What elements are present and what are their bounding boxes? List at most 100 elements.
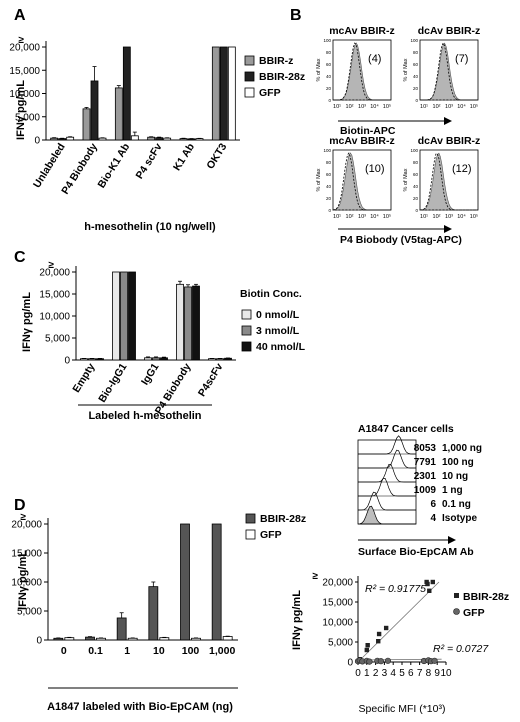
panel-b-hist-xtick: 10⁵ [470, 213, 478, 220]
A-y-ge-label: ≥ [19, 35, 25, 46]
A-y-tick-label: 20,000 [9, 43, 40, 54]
A-bar [163, 137, 172, 141]
D-legend-label: GFP [260, 529, 282, 541]
C-legend-label: 3 nmol/L [256, 325, 300, 337]
scatter-y-ge-label: ≥ [313, 571, 319, 582]
panel-b: B mcAv BBIR-z (4) % of Max 0 20 40 60 80 100 10¹ 1… [290, 7, 480, 246]
scatter-legend-label: GFP [463, 607, 485, 619]
C-bar [208, 358, 216, 361]
C-bar [160, 357, 168, 361]
C-legend-swatch [241, 341, 252, 352]
cancer-row-mfi: 1009 [414, 485, 437, 496]
scatter-fit-bbir [357, 581, 440, 663]
A-bar [82, 108, 91, 141]
panel-b-hist-ytick: 100 [323, 148, 331, 153]
cancer-row-label: 1 ng [442, 485, 463, 496]
panel-d-xlabel: A1847 labeled with Bio-EpCAM (ng) [47, 701, 233, 713]
scatter-point-gfp [431, 657, 438, 664]
panel-b-hist-ytick: 40 [326, 74, 332, 79]
panel-b-hist-xtick: 10⁵ [383, 213, 391, 220]
A-legend-swatch [244, 87, 255, 98]
C-bar [152, 357, 160, 361]
panel-b-hist-ytick: 100 [323, 38, 331, 43]
panel-b-hist-xtick: 10⁴ [457, 103, 466, 110]
scatter-x-tick-label: 7 [417, 668, 423, 679]
C-bar [120, 271, 128, 361]
scatter-legend: BBIR-28z GFP [453, 591, 509, 619]
A-bar [122, 46, 131, 141]
panel-b-hist-control [332, 152, 391, 211]
cancer-row-label: 100 ng [442, 457, 474, 468]
D-bar [180, 523, 190, 641]
panel-b-hist-ytick: 60 [413, 62, 419, 67]
A-bar [98, 137, 107, 141]
C-bar [80, 358, 88, 361]
panel-b-top-xlabel: Biotin-APC [340, 125, 396, 137]
C-y-tick-label: 5,000 [45, 334, 70, 345]
panel-b-hist-ytick: 0 [328, 98, 331, 103]
panel-c-letter: C [14, 249, 26, 266]
scatter-legend-marker [454, 593, 459, 598]
panel-b-hist-control [333, 42, 391, 101]
panel-b-hist-xtick: 10¹ [333, 104, 341, 110]
panel-b-hist-title: mcAv BBIR-z [329, 25, 395, 37]
panel-b-hist-ytick: 20 [326, 86, 332, 91]
D-bar [211, 523, 222, 641]
panel-b-hist-ytick: 20 [413, 196, 419, 201]
panel-b-hist-ytick: 80 [413, 50, 419, 55]
A-bar [114, 87, 123, 141]
C-category-label: IgG1 [139, 361, 162, 387]
panel-b-hist-control [420, 42, 478, 101]
panel-a: A IFNγ pg/mL 0 5,000 10,000 15,000 20,000≥ U… [9, 7, 305, 233]
scatter-ylabel: IFNγ pg/mL [291, 590, 303, 650]
cancer-row-mfi: 8053 [414, 443, 437, 454]
scatter-x-tick-label: 2 [373, 668, 379, 679]
scatter-point-bbir [427, 588, 432, 593]
D-y-tick-label: 15,000 [11, 549, 42, 560]
C-bar [216, 358, 224, 361]
scatter-axes: 0 5,000 10,000 15,000 20,000≥0 1 2 3 4 5 6 7 8 9 10 [313, 571, 452, 679]
C-category-label: Empty [70, 361, 97, 395]
A-bar [211, 46, 220, 141]
panel-b-hist-xtick: 10¹ [420, 214, 428, 220]
A-bar [219, 46, 228, 141]
panel-a-xlabel: h-mesothelin (10 ng/well) [84, 221, 216, 233]
D-category-label: 0.1 [88, 645, 103, 657]
C-category-label: Bio-IgG1 [96, 361, 129, 405]
A-bar [50, 137, 59, 141]
scatter-point-gfp [366, 658, 373, 665]
A-legend-swatch [244, 71, 255, 82]
A-bar [58, 138, 67, 141]
panel-c-ylabel: IFNγ pg/mL [21, 292, 33, 352]
cancer-row-label: Isotype [442, 513, 477, 524]
panel-b-hist-value: (12) [452, 163, 472, 175]
D-category-label: 0 [61, 645, 67, 657]
A-y-tick-label: 15,000 [9, 66, 40, 77]
scatter-x-tick-label: 0 [355, 668, 361, 679]
panel-a-bars [50, 46, 236, 141]
panel-b-hist-ytick: 80 [413, 160, 419, 165]
panel-c-xlabel: Labeled h-mesothelin [88, 410, 201, 422]
scatter-y-tick-label: 5,000 [328, 638, 353, 649]
D-y-tick-label: 20,000 [11, 520, 42, 531]
cancer-xlabel: Surface Bio-EpCAM Ab [358, 546, 474, 558]
cancer-row-mfi: 6 [430, 499, 436, 510]
cancer-arrowhead [448, 536, 456, 544]
A-category-label: K1 Ab [171, 141, 197, 173]
panel-b-hist-xtick: 10³ [445, 104, 453, 110]
D-bar [127, 637, 138, 641]
cancer-cells-panel: A1847 Cancer cells 8053 1,000 ng 7791 100 n… [357, 423, 482, 558]
panel-b-hist-xtick: 10³ [358, 214, 366, 220]
panel-b-hist-xtick: 10⁴ [370, 213, 379, 220]
scatter-point-bbir [364, 647, 369, 653]
A-legend-label: BBIR-z [259, 55, 293, 67]
panel-d-categories: 0 0.1 1 10 100 1,000 [61, 645, 236, 657]
scatter-x-tick-label: 1 [364, 668, 370, 679]
panel-c-bars [80, 271, 232, 361]
panel-b-hist-ytick: 60 [326, 62, 332, 67]
C-legend-swatch [241, 325, 252, 336]
panel-d-letter: D [14, 497, 26, 514]
